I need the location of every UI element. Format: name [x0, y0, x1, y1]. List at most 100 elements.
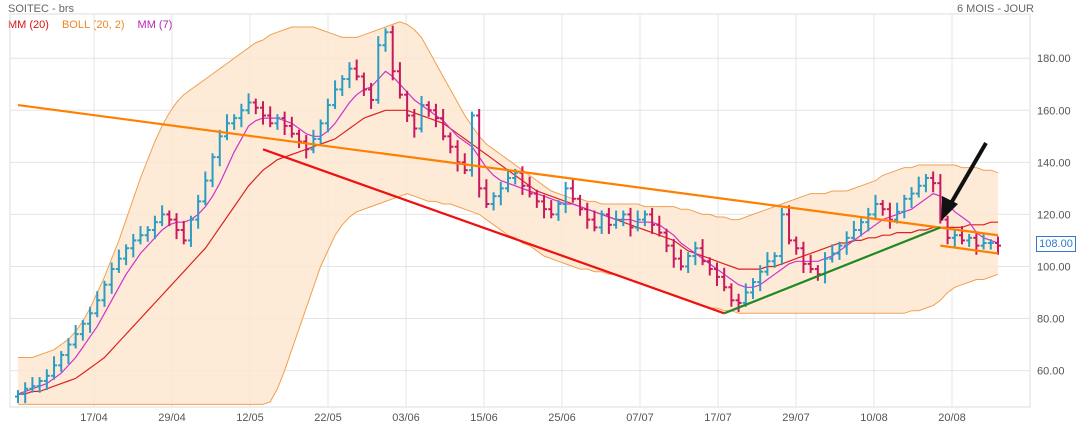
ohlc-bar [685, 252, 692, 273]
ohlc-bar [303, 135, 310, 159]
ohlc-bar [51, 356, 58, 380]
ohlc-bar [159, 205, 166, 227]
ohlc-bar [396, 62, 403, 99]
ohlc-bar [620, 210, 627, 227]
arrow-shaft [948, 141, 988, 207]
trendlines [17, 104, 999, 315]
ohlc-bar [389, 25, 396, 81]
ohlc-bar [584, 202, 591, 229]
ohlc-bar [713, 262, 720, 286]
x-tick-label: 22/05 [314, 412, 342, 424]
axes: 60.00 80.00 100.00 120.00 140.00 160.00 180.00… [80, 53, 1070, 424]
x-tick-label: 29/04 [158, 412, 186, 424]
x-tick-label: 25/06 [548, 412, 576, 424]
ohlc-bar [36, 377, 43, 393]
ohlc-bar [187, 215, 194, 247]
legend-boll: BOLL (20, 2) [61, 19, 125, 31]
ohlc-bar [404, 90, 411, 123]
ohlc-bar [173, 213, 180, 240]
ohlc-bar [951, 228, 958, 247]
ohlc-bar [238, 103, 245, 128]
ohlc-bar [332, 80, 339, 109]
x-tick-label: 10/08 [860, 412, 888, 424]
ohlc-bar [944, 215, 951, 245]
ohlc-bar [454, 140, 461, 172]
ohlc-bar [613, 210, 620, 229]
ohlc-bar [209, 153, 216, 188]
ohlc-bar [130, 233, 137, 258]
ohlc-bar [843, 231, 850, 255]
bollinger-band [18, 21, 999, 405]
x-tick-label: 12/05 [236, 412, 264, 424]
ohlc-bar [850, 220, 857, 242]
ohlc-bar [706, 257, 713, 276]
ohlc-bar [144, 226, 151, 242]
arrow-head-icon [941, 196, 958, 221]
ohlc-bar [548, 200, 555, 219]
ohlc-bar [699, 239, 706, 266]
ohlc-bar [339, 75, 346, 96]
bollinger-lower [18, 193, 999, 405]
legend-mm20: MM (20) [8, 19, 49, 31]
ohlc-bar [94, 291, 101, 318]
ohlc-bar [634, 210, 641, 232]
ohlc-bar [432, 103, 439, 128]
ohlc-bar [108, 262, 115, 294]
x-tick-label: 03/06 [392, 412, 420, 424]
x-tick-label: 29/07 [782, 412, 810, 424]
ohlc-bar [79, 319, 86, 341]
ohlc-bar [800, 241, 807, 273]
period-label[interactable]: 6 MOIS - JOUR [956, 3, 1034, 15]
ohlc-bar [526, 176, 533, 198]
ohlc-bar [656, 215, 663, 237]
ohlc-bar [735, 293, 742, 313]
ohlc-bar [425, 101, 432, 117]
ohlc-bar [447, 132, 454, 154]
ohlc-bar [577, 194, 584, 216]
ohlc-bar [195, 194, 202, 229]
ohlc-bar [829, 244, 836, 263]
ohlc-bar [281, 111, 288, 136]
trendline-rising [723, 226, 941, 315]
ohlc-bar [980, 233, 987, 250]
ohlc-bar [670, 239, 677, 268]
ohlc-bar [649, 207, 656, 234]
ohlc-bar [72, 325, 79, 349]
ohlc-bar [476, 108, 483, 198]
ohlc-bar [987, 239, 994, 250]
ohlc-bar [166, 210, 173, 227]
bollinger-upper [18, 21, 999, 358]
ohlc-bar [353, 59, 360, 81]
ohlc-bar [324, 98, 331, 133]
ohlc-bar [346, 62, 353, 89]
ohlc-bar [922, 174, 929, 193]
y-tick-label: 80.00 [1037, 314, 1065, 326]
ohlc-bar [901, 194, 908, 219]
last-price-badge: 108.00 [1036, 236, 1076, 252]
ohlc-bar [872, 194, 879, 219]
ohlc-bar [879, 200, 886, 216]
ohlc-bar [541, 194, 548, 219]
ohlc-bar [223, 114, 230, 141]
ohlc-bar [807, 254, 814, 273]
ohlc-bar [29, 377, 36, 393]
bollinger-fill [18, 21, 998, 405]
ohlc-bar [382, 28, 389, 52]
y-tick-label: 180.00 [1037, 53, 1071, 65]
ohlc-bar [858, 218, 865, 237]
ohlc-bar [65, 338, 72, 365]
ohlc-bar [216, 129, 223, 167]
ohlc-bar [930, 171, 937, 193]
ohlc-bar [267, 106, 274, 128]
ohlc-bar [569, 179, 576, 203]
legend-mm7: MM (7) [137, 19, 173, 31]
ohlc-bar [836, 241, 843, 260]
ohlc-bar [865, 207, 872, 232]
ohlc-bar [43, 369, 50, 391]
ohlc-bar [274, 114, 281, 130]
ohlc-bar [533, 189, 540, 208]
legend: MM (20) BOLL (20, 2) MM (7) [8, 19, 172, 31]
ohlc-bar [418, 95, 425, 133]
chart-title: SOITEC - brs [8, 3, 75, 15]
ohlc-bar [692, 241, 699, 266]
